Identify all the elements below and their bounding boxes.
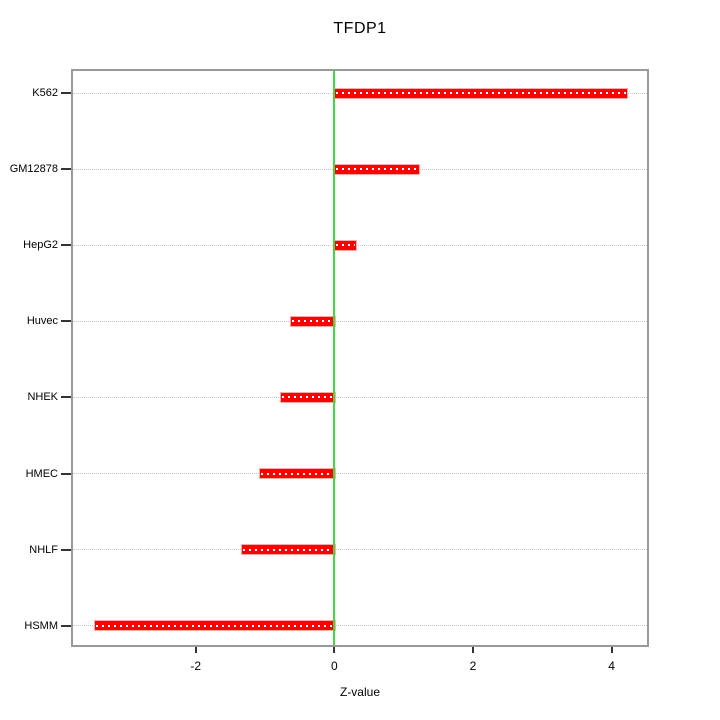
x-axis-tick bbox=[610, 647, 613, 653]
bar-dotted-stripe bbox=[242, 548, 335, 551]
x-axis-tick-label: 4 bbox=[608, 659, 615, 673]
x-axis-tick-label: -2 bbox=[190, 659, 202, 673]
bar-K562 bbox=[334, 87, 628, 99]
bar-NHEK bbox=[279, 391, 337, 403]
y-axis-category-label: K562 bbox=[32, 87, 58, 99]
y-axis-category-label: HSMM bbox=[24, 619, 58, 632]
gridline bbox=[73, 473, 647, 474]
gridline bbox=[73, 320, 647, 322]
plot-area bbox=[71, 69, 649, 647]
bar-Huvec bbox=[289, 315, 337, 327]
x-axis-tick bbox=[471, 647, 474, 653]
bar-GM12878 bbox=[334, 163, 420, 175]
bar-dotted-stripe bbox=[95, 624, 335, 627]
bar-dotted-stripe bbox=[336, 168, 418, 171]
x-axis-tick bbox=[194, 647, 197, 653]
y-axis-tick bbox=[61, 244, 71, 247]
y-axis-tick bbox=[61, 168, 71, 171]
y-axis-tick bbox=[61, 320, 71, 323]
y-axis-category-label: HMEC bbox=[25, 467, 58, 480]
zero-reference-line bbox=[333, 71, 336, 645]
y-axis-category-label: NHLF bbox=[29, 543, 58, 556]
y-axis-tick bbox=[61, 396, 71, 399]
gridline bbox=[73, 625, 647, 627]
y-axis-category-label: Huvec bbox=[26, 315, 58, 328]
y-axis-tick bbox=[61, 624, 71, 627]
y-axis-category-label: HepG2 bbox=[23, 239, 58, 252]
bar-HSMM bbox=[93, 620, 337, 632]
bar-dotted-stripe bbox=[291, 320, 335, 323]
bar-dotted-stripe bbox=[281, 396, 335, 399]
gridline bbox=[73, 549, 647, 551]
bar-dotted-stripe bbox=[336, 244, 356, 247]
bar-dotted-stripe bbox=[336, 92, 626, 94]
y-axis-tick bbox=[61, 472, 71, 475]
y-axis-category-label: GM12878 bbox=[9, 163, 58, 176]
x-axis-tick-label: 2 bbox=[469, 659, 477, 673]
bar-dotted-stripe bbox=[260, 472, 335, 475]
bar-HepG2 bbox=[334, 239, 358, 251]
y-axis-tick bbox=[61, 548, 71, 551]
x-axis-label: Z-value bbox=[339, 685, 380, 699]
y-axis-tick bbox=[61, 92, 71, 94]
bar-NHLF bbox=[240, 544, 337, 556]
x-axis-tick bbox=[333, 647, 336, 653]
x-axis-tick-label: 0 bbox=[331, 659, 338, 673]
y-axis-category-label: NHEK bbox=[27, 391, 58, 404]
gridline bbox=[73, 396, 647, 398]
bar-HMEC bbox=[258, 468, 337, 479]
gridline bbox=[73, 244, 647, 246]
chart-title: TFDP1 bbox=[333, 20, 387, 37]
